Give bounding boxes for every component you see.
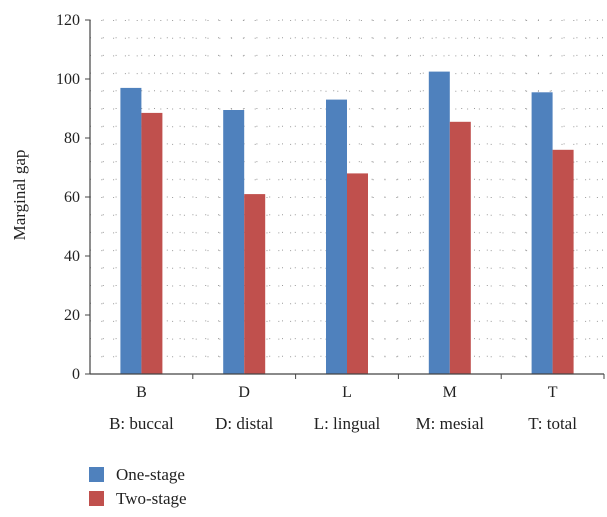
y-tick-label: 120 (56, 12, 80, 29)
bar-one-stage-d (223, 110, 245, 374)
category-footnote: M: mesial (416, 414, 485, 433)
chart-axes (85, 19, 605, 379)
x-tick-label: D (238, 384, 250, 401)
y-axis-title: Marginal gap (10, 150, 29, 241)
x-tick-label: B (136, 384, 147, 401)
bar-one-stage-m (428, 71, 450, 374)
chart-bars (120, 71, 574, 375)
y-tick-label: 0 (72, 366, 80, 383)
bar-two-stage-d (244, 194, 266, 374)
bar-two-stage-l (347, 173, 368, 374)
y-tick-label: 40 (64, 248, 80, 265)
bar-one-stage-t (531, 92, 553, 375)
y-tick-label: 80 (64, 130, 80, 147)
bar-two-stage-m (449, 121, 471, 374)
y-tick-label: 60 (64, 189, 80, 206)
bar-two-stage-b (141, 112, 163, 375)
category-footnote: D: distal (215, 414, 273, 433)
bar-one-stage-b (120, 87, 142, 375)
category-footnote: B: buccal (109, 414, 174, 433)
x-tick-label: L (342, 384, 352, 401)
y-tick-label: 20 (64, 307, 80, 324)
legend-swatch (89, 491, 104, 506)
bar-one-stage-l (326, 99, 347, 374)
chart-legend: One-stage Two-stage (89, 465, 187, 508)
x-tick-label: T (548, 384, 558, 401)
legend-swatch (89, 467, 104, 482)
bar-two-stage-t (552, 149, 574, 374)
x-tick-label: M (443, 384, 457, 401)
y-tick-label: 100 (56, 71, 80, 88)
category-footnote: L: lingual (314, 414, 381, 433)
legend-label: One-stage (116, 465, 185, 484)
legend-label: Two-stage (116, 489, 187, 508)
chart-labels: B B: buccal D D: distal L L: lingual M M: mesia… (56, 12, 577, 433)
category-footnote: T: total (528, 414, 577, 433)
